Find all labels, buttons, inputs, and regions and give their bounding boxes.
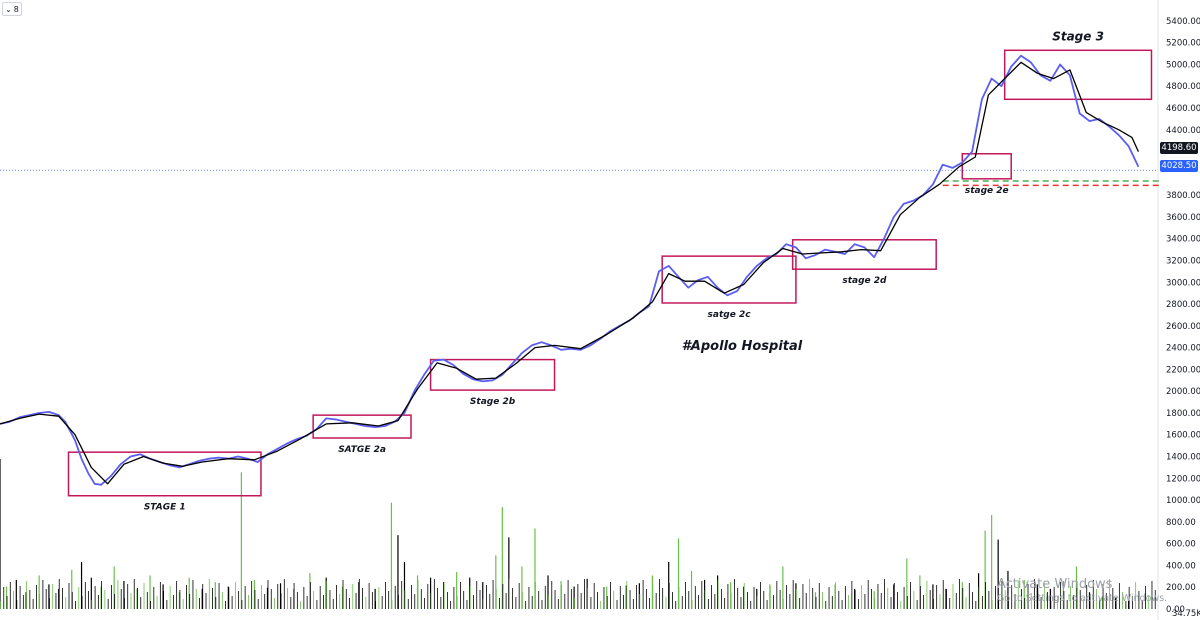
y-tick-label: 4400.00 bbox=[1166, 126, 1200, 136]
current-price-label: 4028.50 bbox=[1160, 160, 1198, 172]
y-tick-label: 400.00 bbox=[1166, 561, 1196, 571]
y-tick-label: 2600.00 bbox=[1166, 322, 1200, 332]
y-tick-label: 3000.00 bbox=[1166, 278, 1200, 288]
volume-bars bbox=[0, 459, 1156, 609]
stage-box bbox=[961, 153, 1012, 180]
stage-label: stage 2d bbox=[842, 276, 887, 286]
y-tick-label: 2200.00 bbox=[1166, 365, 1200, 375]
stage-label: Stage 3 bbox=[1052, 29, 1104, 43]
y-tick-label: 4600.00 bbox=[1166, 104, 1200, 114]
watermark-title: Activate Windows bbox=[997, 577, 1113, 592]
y-tick-label: 800.00 bbox=[1166, 518, 1196, 528]
stage-boxes bbox=[67, 49, 1153, 497]
y-tick-label: 3200.00 bbox=[1166, 256, 1200, 266]
price-line bbox=[0, 54, 1140, 486]
y-tick-label: 3600.00 bbox=[1166, 213, 1200, 223]
y-tick-label: 5000.00 bbox=[1166, 60, 1200, 70]
stage-box bbox=[661, 255, 797, 304]
y-tick-label: 5400.00 bbox=[1166, 17, 1200, 27]
collapse-indicators-button[interactable]: ⌄ 8 bbox=[2, 2, 22, 16]
stage-label: Stage 2b bbox=[470, 397, 516, 407]
stage-label: SATGE 2a bbox=[338, 445, 386, 455]
y-tick-label: 1200.00 bbox=[1166, 474, 1200, 484]
y-tick-label: 1400.00 bbox=[1166, 453, 1200, 463]
support-levels bbox=[942, 180, 1162, 187]
y-tick-label: 4800.00 bbox=[1166, 82, 1200, 92]
stage-box bbox=[1003, 49, 1153, 101]
stage-box bbox=[791, 239, 937, 270]
y-tick-label: 200.00 bbox=[1166, 583, 1196, 593]
chart-title: #Apollo Hospital bbox=[682, 339, 803, 354]
y-tick-label: 0.00 bbox=[1166, 605, 1185, 615]
watermark-subtitle: Go to Settings to activate Windows. bbox=[997, 593, 1168, 604]
y-tick-label: 3800.00 bbox=[1166, 191, 1200, 201]
y-tick-label: 2800.00 bbox=[1166, 300, 1200, 310]
chevron-down-icon: ⌄ bbox=[5, 4, 12, 14]
y-tick-label: 3400.00 bbox=[1166, 235, 1200, 245]
stage-box bbox=[312, 414, 412, 439]
stage-label: stage 2e bbox=[965, 186, 1009, 196]
stage-label: satge 2c bbox=[708, 310, 752, 320]
moving-average-line bbox=[0, 61, 1139, 485]
last-price-label: 4198.60 bbox=[1160, 142, 1198, 154]
y-tick-label: 1600.00 bbox=[1166, 431, 1200, 441]
y-tick-label: 2000.00 bbox=[1166, 387, 1200, 397]
stage-label: STAGE 1 bbox=[144, 503, 186, 513]
y-tick-label: 2400.00 bbox=[1166, 344, 1200, 354]
volume-axis-label: 34.75K bbox=[1172, 609, 1200, 619]
y-tick-label: 1800.00 bbox=[1166, 409, 1200, 419]
y-tick-label: 1000.00 bbox=[1166, 496, 1200, 506]
stage-box bbox=[67, 451, 262, 497]
y-tick-label: 600.00 bbox=[1166, 540, 1196, 550]
annotation-labels: STAGE 1 SATGE 2a Stage 2b satge 2c stage 2d s… bbox=[144, 29, 1104, 512]
y-tick-label: 5200.00 bbox=[1166, 39, 1200, 49]
stage-box bbox=[429, 358, 556, 391]
price-series bbox=[0, 54, 1140, 486]
indicator-count: 8 bbox=[13, 4, 19, 14]
